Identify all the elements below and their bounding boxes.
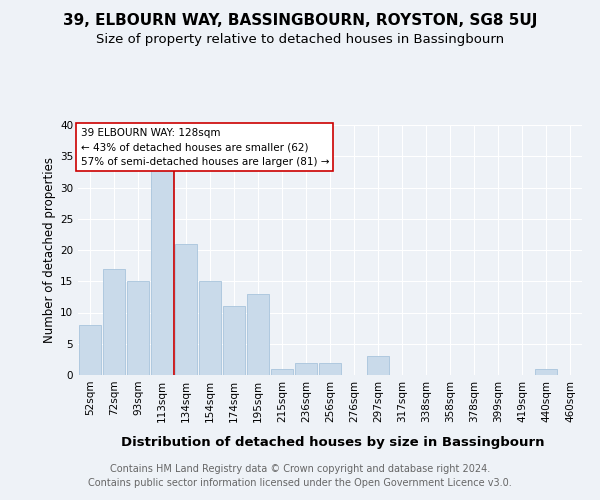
Text: Size of property relative to detached houses in Bassingbourn: Size of property relative to detached ho… <box>96 32 504 46</box>
Bar <box>271 369 293 375</box>
Y-axis label: Number of detached properties: Number of detached properties <box>43 157 56 343</box>
Bar <box>223 306 245 375</box>
Bar <box>79 325 101 375</box>
Bar <box>535 369 557 375</box>
Bar <box>127 281 149 375</box>
Bar <box>103 269 125 375</box>
Bar <box>175 244 197 375</box>
Bar <box>199 281 221 375</box>
Bar <box>247 294 269 375</box>
Bar <box>319 362 341 375</box>
Text: 39 ELBOURN WAY: 128sqm
← 43% of detached houses are smaller (62)
57% of semi-det: 39 ELBOURN WAY: 128sqm ← 43% of detached… <box>80 128 329 167</box>
Text: Contains HM Land Registry data © Crown copyright and database right 2024.
Contai: Contains HM Land Registry data © Crown c… <box>88 464 512 487</box>
Text: 39, ELBOURN WAY, BASSINGBOURN, ROYSTON, SG8 5UJ: 39, ELBOURN WAY, BASSINGBOURN, ROYSTON, … <box>63 12 537 28</box>
Bar <box>295 362 317 375</box>
Text: Distribution of detached houses by size in Bassingbourn: Distribution of detached houses by size … <box>121 436 545 449</box>
Bar <box>367 356 389 375</box>
Bar <box>151 169 173 375</box>
